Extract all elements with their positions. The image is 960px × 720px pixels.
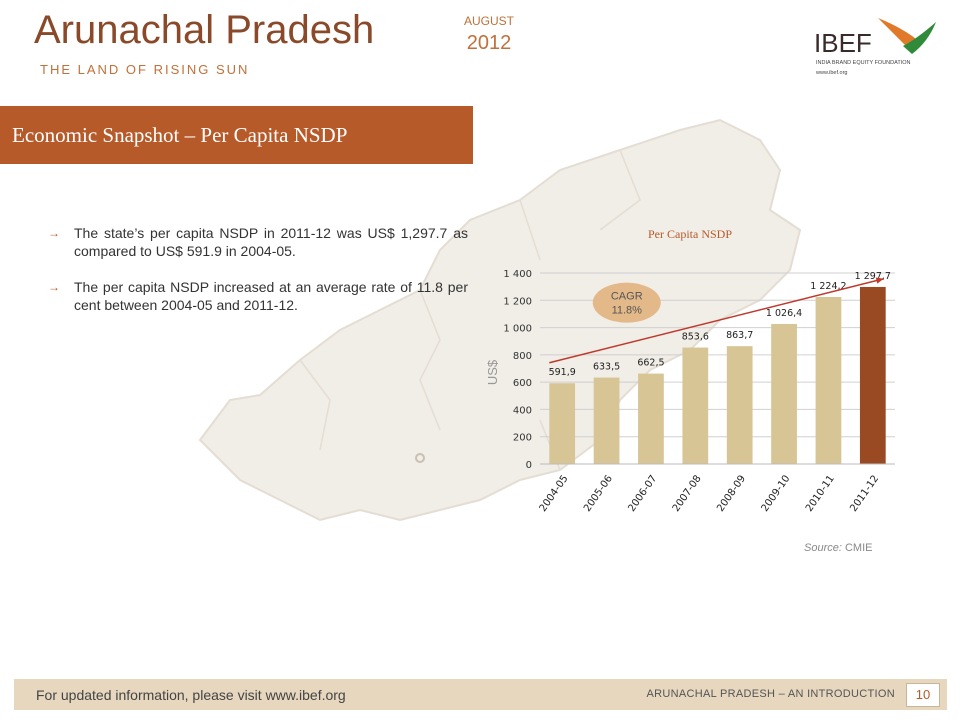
y-tick-label: 400 xyxy=(513,405,532,416)
bar-value-label: 662,5 xyxy=(637,358,664,369)
x-tick-label: 2008-09 xyxy=(715,473,748,514)
bar xyxy=(638,373,664,464)
x-tick-label: 2007-08 xyxy=(671,473,704,514)
nsdp-chart: Per Capita NSDP 0 200 400 600 800 1 000 1 200 1 … xyxy=(470,225,910,545)
bullet-list: → The state’s per capita NSDP in 2011-12… xyxy=(48,224,468,332)
bar-value-label: 1 224,2 xyxy=(810,281,846,292)
y-tick-label: 200 xyxy=(513,433,532,444)
y-tick-label: 0 xyxy=(526,460,532,471)
report-month: AUGUST xyxy=(463,14,514,28)
bar-value-label: 591,9 xyxy=(549,367,576,378)
bar xyxy=(593,377,620,464)
trend-arrowhead xyxy=(875,277,884,284)
footer-link-text[interactable]: For updated information, please visit ww… xyxy=(36,687,346,703)
section-banner: Economic Snapshot – Per Capita NSDP xyxy=(0,106,473,164)
bar xyxy=(771,323,797,464)
x-tick-label: 2005-06 xyxy=(582,473,615,514)
bar xyxy=(726,346,753,464)
y-tick-label: 1 200 xyxy=(503,296,532,307)
report-year: 2012 xyxy=(466,32,512,54)
y-tick-label: 1 400 xyxy=(503,269,532,280)
y-tick-label: 1 000 xyxy=(503,324,532,335)
bar xyxy=(682,347,709,464)
bar-value-label: 633,5 xyxy=(593,362,620,373)
bullet-item: → The state’s per capita NSDP in 2011-12… xyxy=(48,224,468,260)
y-tick-label: 600 xyxy=(513,378,532,389)
arrow-icon: → xyxy=(48,280,60,294)
source-value: CMIE xyxy=(844,542,873,554)
cagr-value: 11.8% xyxy=(612,305,643,317)
logo-text: IBEF xyxy=(814,28,872,58)
bullet-item: → The per capita NSDP increased at an av… xyxy=(48,278,468,314)
footer-bar: For updated information, please visit ww… xyxy=(14,679,947,710)
x-tick-label: 2009-10 xyxy=(760,473,793,514)
arrow-icon: → xyxy=(48,226,60,240)
bullet-text: The per capita NSDP increased at an aver… xyxy=(74,279,468,313)
x-tick-label: 2011-12 xyxy=(848,473,881,514)
source-label: Source: xyxy=(804,542,842,554)
ibef-logo: IBEF INDIA BRAND EQUITY FOUNDATION www.i… xyxy=(814,18,936,76)
bar-value-label: 1 026,4 xyxy=(766,308,802,319)
page-title: Arunachal Pradesh xyxy=(34,8,375,52)
cagr-label: CAGR xyxy=(611,291,643,303)
x-tick-label: 2006-07 xyxy=(626,473,659,514)
y-tick-label: 800 xyxy=(513,351,532,362)
bar xyxy=(549,383,576,464)
bar xyxy=(815,296,842,464)
logo-tagline: INDIA BRAND EQUITY FOUNDATION xyxy=(816,60,911,66)
bar-value-label: 863,7 xyxy=(726,330,753,341)
source-note: Source: CMIE xyxy=(804,542,872,554)
footer-section-name: ARUNACHAL PRADESH – AN INTRODUCTION xyxy=(646,688,895,700)
cagr-trend-line xyxy=(549,278,884,364)
y-axis-label: US$ xyxy=(485,359,500,385)
logo-url: www.ibef.org xyxy=(815,70,848,76)
bar-value-label: 853,6 xyxy=(682,332,709,343)
page-subtitle: THE LAND OF RISING SUN xyxy=(40,62,250,77)
bar-value-label: 1 297,7 xyxy=(855,271,891,282)
x-tick-label: 2010-11 xyxy=(804,473,837,514)
bar xyxy=(859,286,886,464)
chart-title: Per Capita NSDP xyxy=(648,227,732,241)
cagr-bubble xyxy=(592,282,661,323)
section-title: Economic Snapshot – Per Capita NSDP xyxy=(12,123,348,147)
chart-svg: Per Capita NSDP 0 200 400 600 800 1 000 1 200 1 … xyxy=(485,227,895,514)
bullet-text: The state’s per capita NSDP in 2011-12 w… xyxy=(74,225,468,259)
x-tick-label: 2004-05 xyxy=(538,473,571,514)
page-number: 10 xyxy=(906,683,940,707)
